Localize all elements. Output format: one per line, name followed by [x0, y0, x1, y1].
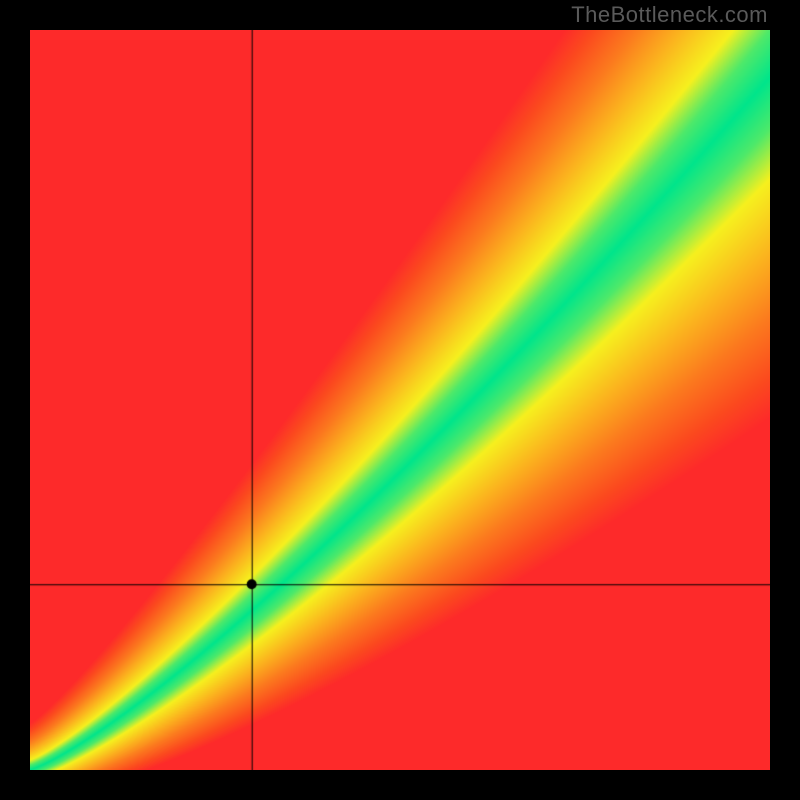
- bottleneck-heatmap: [30, 30, 770, 770]
- watermark-text: TheBottleneck.com: [571, 2, 768, 28]
- chart-container: [30, 30, 770, 770]
